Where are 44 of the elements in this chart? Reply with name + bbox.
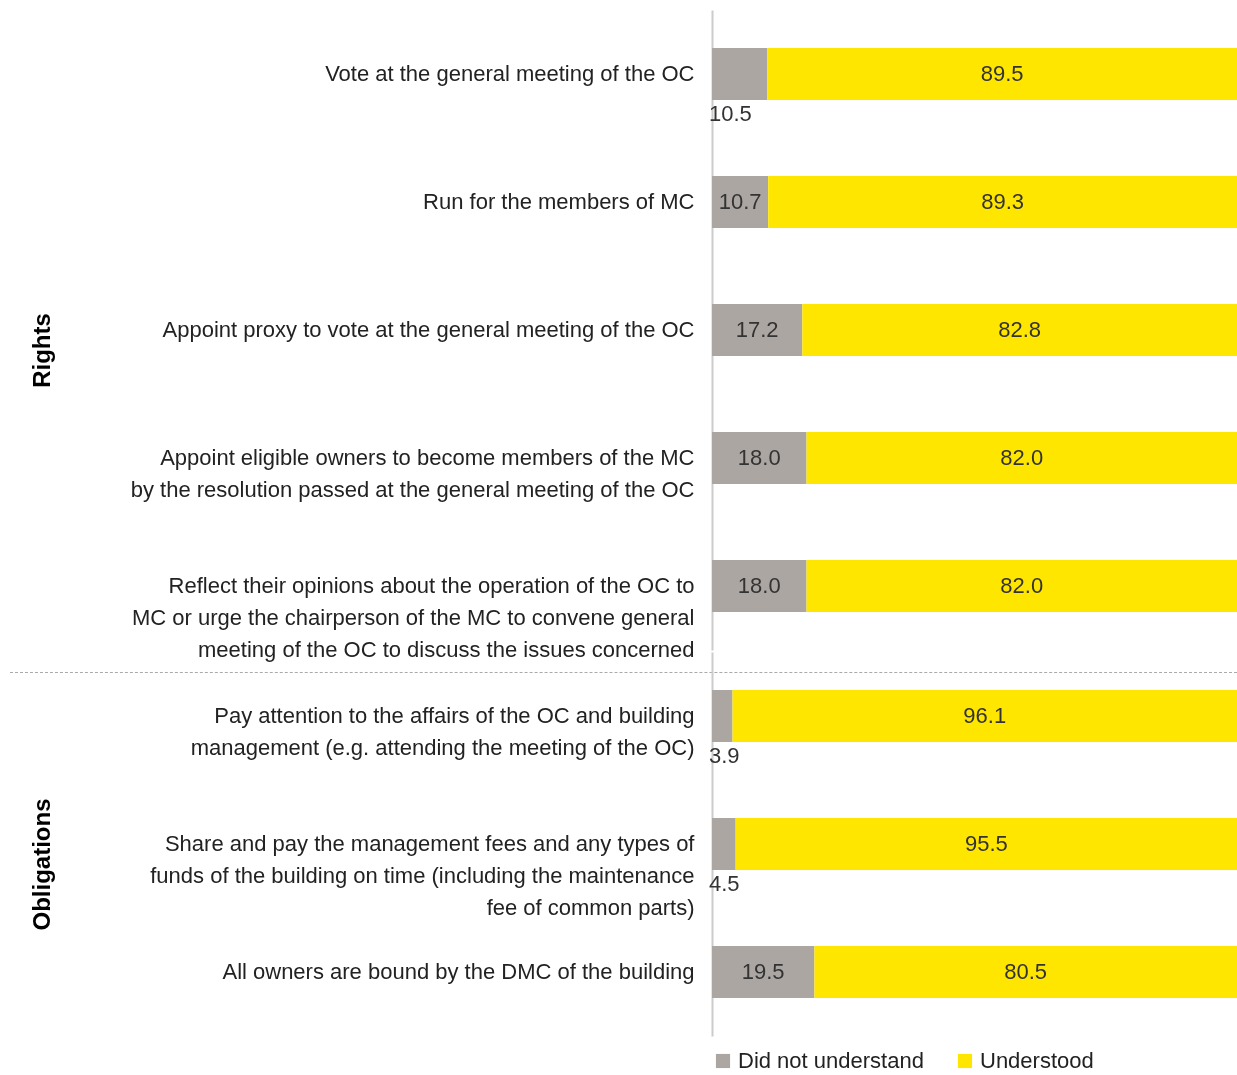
bar (732, 690, 1237, 742)
legend-label: Did not understand (738, 1048, 924, 1073)
data-label: 82.0 (1000, 573, 1044, 598)
bar (802, 304, 1237, 356)
bar (712, 818, 736, 870)
data-label: 89.5 (980, 61, 1024, 86)
bar (806, 560, 1237, 612)
y-axis-title: Obligations (27, 798, 55, 931)
bar (712, 304, 803, 356)
y-tick-label: Share and pay the management fees and any types of funds of the building on time (including the maintenance fee of common parts) (150, 831, 696, 920)
data-label: 18.0 (737, 445, 781, 470)
bar (806, 432, 1237, 484)
data-label: 18.0 (737, 573, 781, 598)
y-tick-label: Vote at the general meeting of the OC (325, 61, 695, 86)
y-tick-label: Run for the members of MC (423, 189, 695, 214)
data-label: 19.5 (741, 959, 785, 984)
legend-label: Understood (980, 1048, 1094, 1073)
data-label: 82.0 (1000, 445, 1044, 470)
bar (712, 176, 769, 228)
bar (712, 432, 807, 484)
bar (712, 48, 768, 100)
bar (712, 690, 733, 742)
data-label: 96.1 (963, 703, 1007, 728)
y-tick-label: Appoint eligible owners to become members of the MC by the resolution passed at the general meeting of the OC (130, 445, 695, 502)
bar (814, 946, 1237, 998)
data-label: 82.8 (998, 317, 1042, 342)
data-label: 10.7 (718, 189, 762, 214)
y-tick-label: Appoint proxy to vote at the general meeting of the OC (162, 317, 695, 342)
data-label: 89.3 (981, 189, 1024, 214)
data-label: 10.5 (709, 101, 752, 126)
y-tick-label: All owners are bound by the DMC of the building (222, 959, 695, 984)
data-label: 4.5 (709, 871, 740, 896)
data-label: 80.5 (1004, 959, 1048, 984)
bar (712, 946, 815, 998)
y-tick-label: Pay attention to the affairs of the OC and building management (e.g. attending the meeting of the OC) (190, 703, 695, 760)
data-label: 95.5 (964, 831, 1008, 856)
y-axis-title: Rights (27, 313, 55, 388)
bar (735, 818, 1237, 870)
bar (712, 560, 807, 612)
y-tick-label: Reflect their opinions about the operation of the OC to MC or urge the chairperson of the MC to convene general meeting of the OC to discuss the issues concerned (131, 573, 695, 662)
data-label: 17.2 (735, 317, 779, 342)
bar (767, 48, 1237, 100)
bar (768, 176, 1237, 228)
data-label: 3.9 (709, 743, 740, 768)
